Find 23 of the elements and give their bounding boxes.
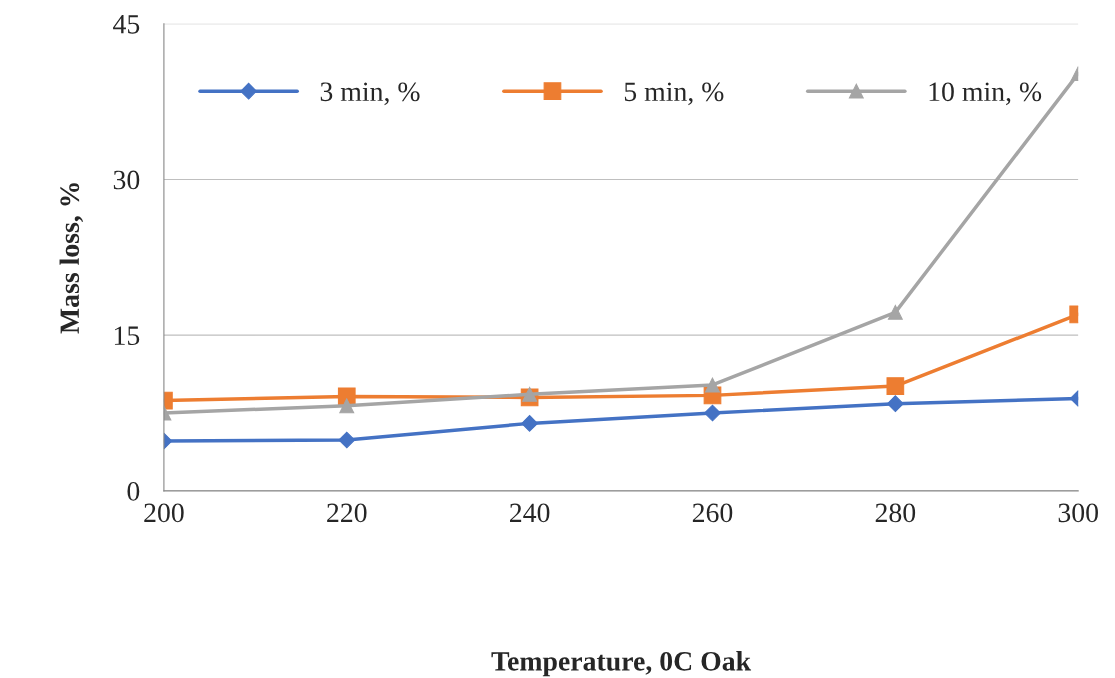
point: [705, 377, 720, 393]
x-tick-label: 220: [327, 503, 367, 523]
legend-label: 5 min, %: [624, 82, 724, 106]
x-tick-label: 260: [692, 503, 733, 523]
x-tick-label: 280: [875, 503, 916, 523]
point: [887, 304, 903, 320]
y-tick-label: 0: [127, 482, 140, 501]
legend-label: 10 min, %: [929, 82, 1042, 106]
x-tick-label: 240: [510, 503, 550, 523]
y-tick-label: 45: [113, 15, 140, 34]
x-axis-title: Temperature, 0C Oak: [491, 651, 752, 677]
point: [522, 386, 538, 402]
y-tick-label: 30: [113, 170, 140, 190]
y-axis-title: Mass loss, %: [59, 183, 84, 334]
point: [886, 395, 904, 413]
x-tick-label: 200: [144, 503, 184, 523]
point: [338, 431, 356, 449]
legend-label: 3 min, %: [320, 82, 420, 106]
point: [339, 398, 355, 414]
y-tick-label: 15: [114, 326, 140, 346]
point: [521, 415, 538, 432]
point: [704, 404, 721, 422]
x-tick-label: 300: [1058, 503, 1098, 523]
